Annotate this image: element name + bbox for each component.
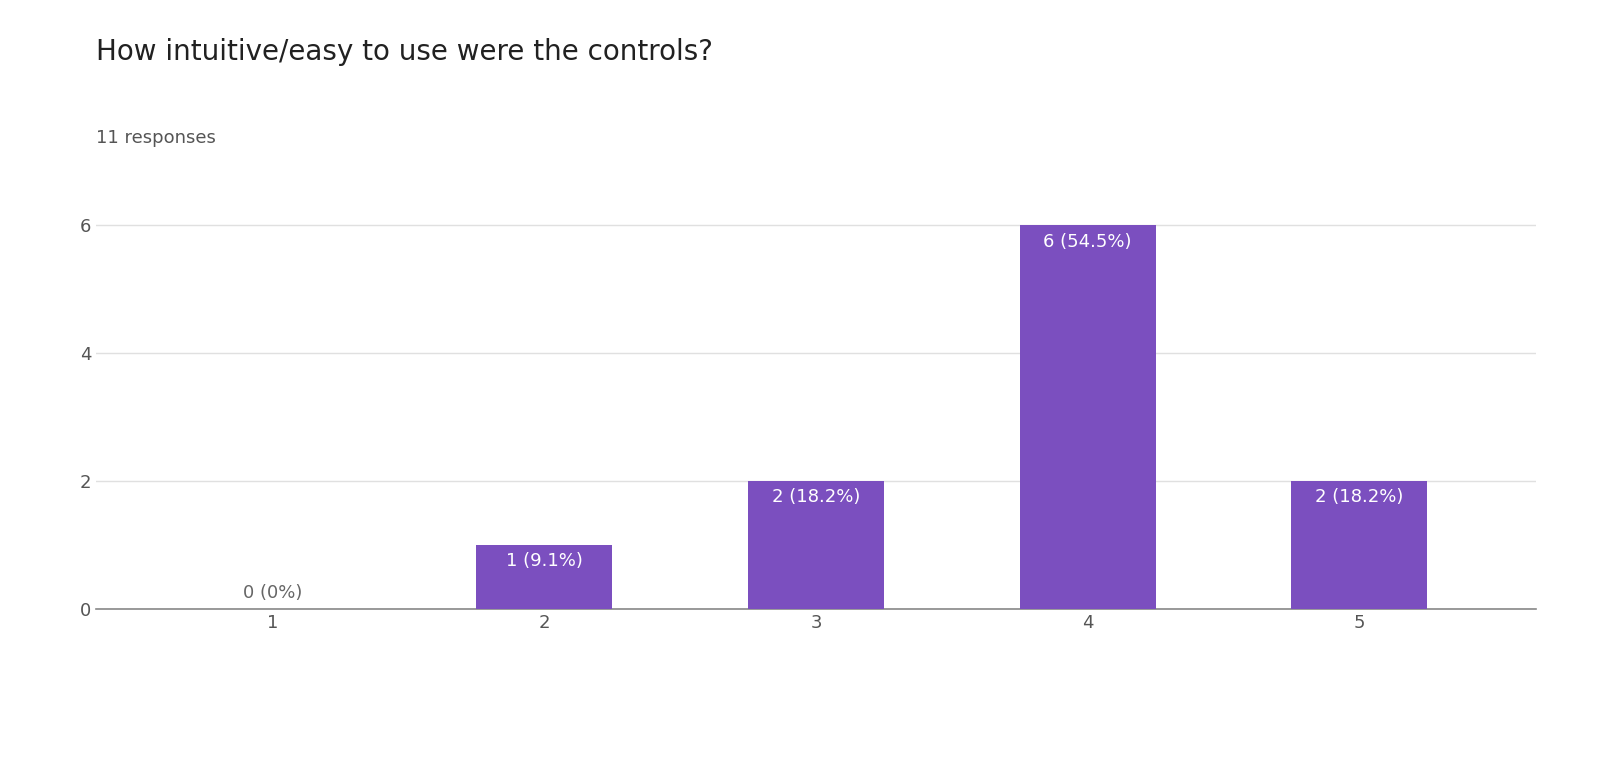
Text: 1 (9.1%): 1 (9.1%) — [506, 552, 582, 571]
Bar — [749, 481, 883, 609]
Text: 11 responses: 11 responses — [96, 129, 216, 148]
Text: 2 (18.2%): 2 (18.2%) — [771, 489, 861, 507]
Text: 0 (0%): 0 (0%) — [243, 584, 302, 603]
Bar — [1019, 224, 1155, 609]
Bar — [1291, 481, 1427, 609]
Text: 2 (18.2%): 2 (18.2%) — [1315, 489, 1403, 507]
Text: 6 (54.5%): 6 (54.5%) — [1043, 233, 1131, 250]
Bar — [477, 545, 613, 609]
Text: How intuitive/easy to use were the controls?: How intuitive/easy to use were the contr… — [96, 38, 714, 66]
